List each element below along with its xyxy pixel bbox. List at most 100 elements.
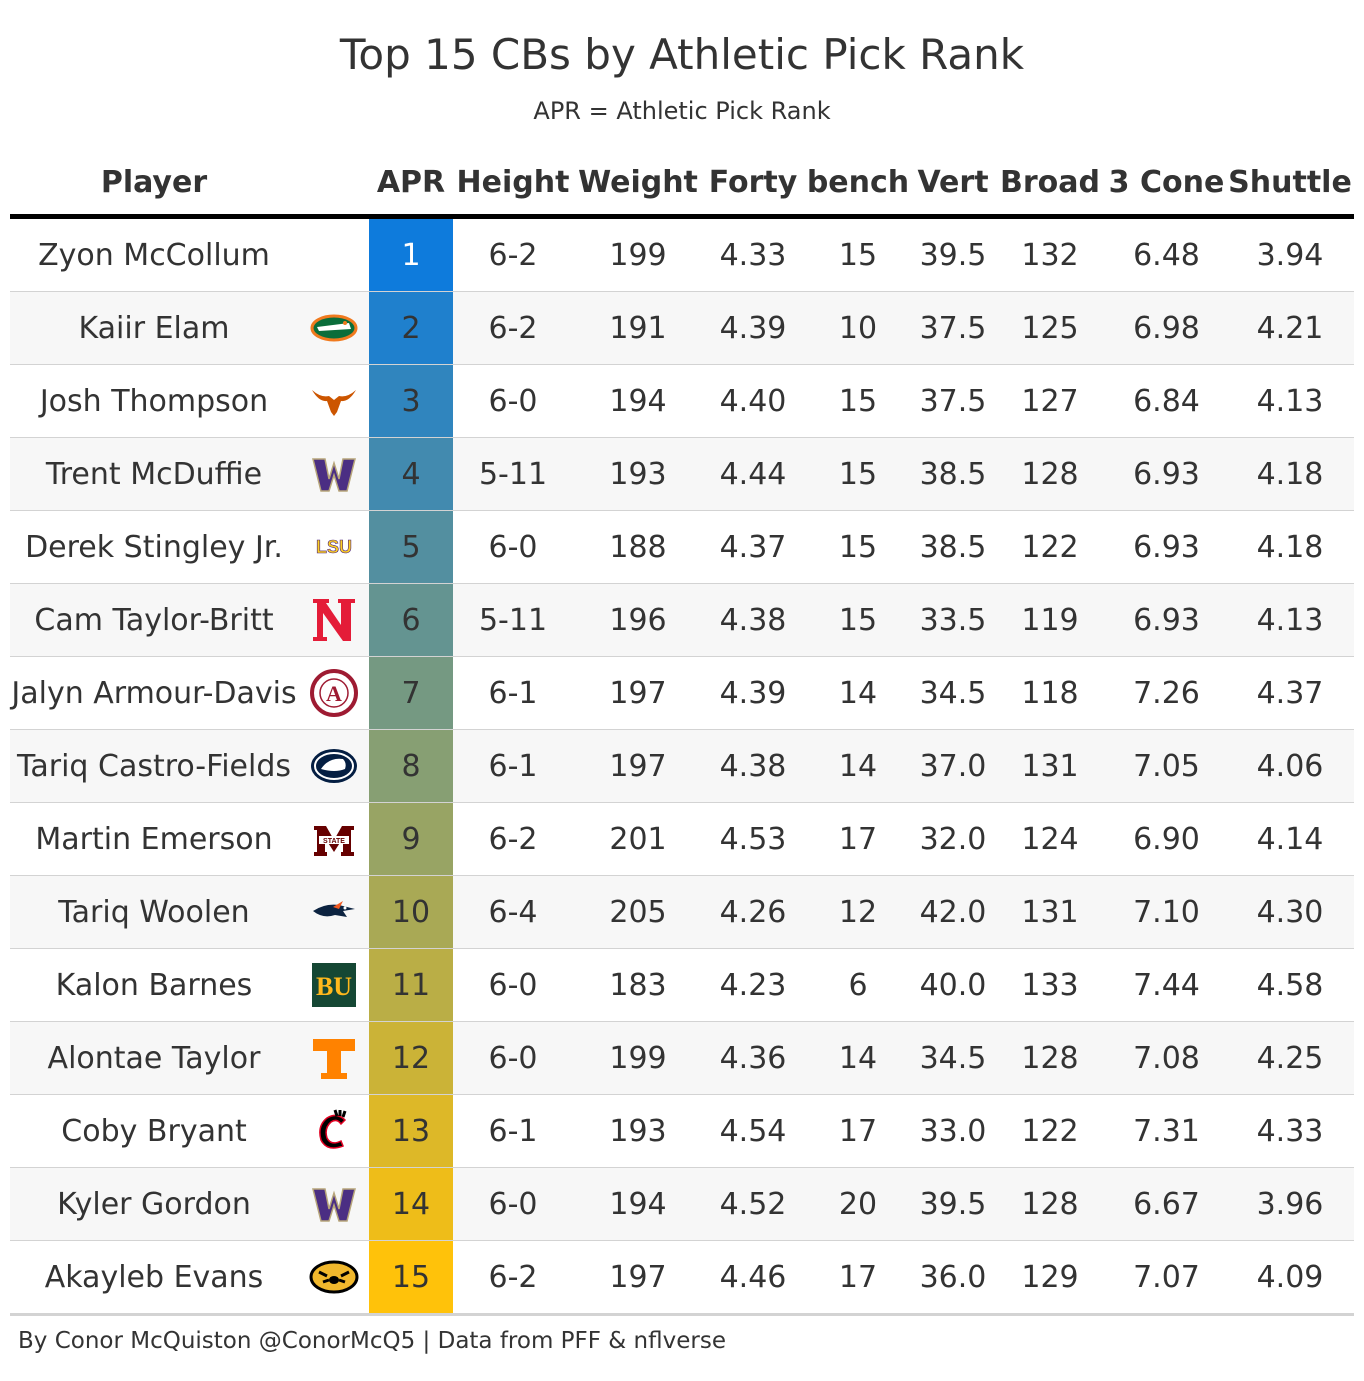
player-cell: Cam Taylor-Britt [10, 583, 298, 657]
svg-text:A: A [326, 681, 342, 706]
height-cell: 6-1 [453, 656, 573, 730]
chart-subtitle: APR = Athletic Pick Rank [533, 97, 831, 125]
bench-cell: 17 [803, 1240, 913, 1316]
broad-cell: 124 [993, 802, 1107, 876]
vert-cell: 37.5 [913, 364, 993, 438]
broad-cell: 129 [993, 1240, 1107, 1316]
weight-cell: 194 [573, 1167, 703, 1241]
weight-cell: 191 [573, 291, 703, 365]
header-player: Player [10, 150, 298, 219]
header-apr: APR [369, 150, 453, 219]
logo-cell [298, 1240, 369, 1316]
table-row: Trent McDuffie 4 5-11 193 4.44 15 38.5 128 6.93 4… [10, 437, 1354, 511]
height-cell: 5-11 [453, 583, 573, 657]
bench-cell: 15 [803, 583, 913, 657]
weight-cell: 197 [573, 656, 703, 730]
height-cell: 6-1 [453, 1094, 573, 1168]
height-cell: 6-2 [453, 216, 573, 292]
apr-cell: 11 [369, 948, 453, 1022]
bench-cell: 15 [803, 216, 913, 292]
logo-cell [298, 216, 369, 292]
vert-cell: 33.5 [913, 583, 993, 657]
player-cell: Josh Thompson [10, 364, 298, 438]
vert-cell: 34.5 [913, 1021, 993, 1095]
tennessee-t-icon [312, 1039, 355, 1079]
height-cell: 6-2 [453, 1240, 573, 1316]
player-cell: Zyon McCollum [10, 216, 298, 292]
bench-cell: 14 [803, 729, 913, 803]
nebraska-n-icon [312, 599, 355, 641]
shuttle-cell: 4.25 [1226, 1021, 1354, 1095]
logo-cell [298, 583, 369, 657]
svg-text:BU: BU [315, 972, 351, 1001]
player-cell: Tariq Castro-Fields [10, 729, 298, 803]
weight-cell: 194 [573, 364, 703, 438]
forty-cell: 4.39 [703, 291, 803, 365]
broad-cell: 132 [993, 216, 1107, 292]
cone-cell: 7.10 [1107, 875, 1226, 949]
forty-cell: 4.26 [703, 875, 803, 949]
bench-cell: 15 [803, 437, 913, 511]
apr-cell: 13 [369, 1094, 453, 1168]
cone-cell: 7.31 [1107, 1094, 1226, 1168]
forty-cell: 4.53 [703, 802, 803, 876]
table-row: Kalon Barnes BU 11 6-0 183 4.23 6 40.0 133 7.44 4.… [10, 948, 1354, 1022]
vert-cell: 39.5 [913, 1167, 993, 1241]
logo-cell: LSU [298, 510, 369, 584]
cone-cell: 6.67 [1107, 1167, 1226, 1241]
weight-cell: 193 [573, 1094, 703, 1168]
cone-cell: 7.05 [1107, 729, 1226, 803]
vert-cell: 38.5 [913, 510, 993, 584]
header-height: Height [453, 150, 573, 219]
forty-cell: 4.54 [703, 1094, 803, 1168]
forty-cell: 4.33 [703, 216, 803, 292]
table-row: Derek Stingley Jr. LSU 5 6-0 188 4.37 15 38.5 12… [10, 510, 1354, 584]
height-cell: 6-2 [453, 802, 573, 876]
logo-cell [298, 364, 369, 438]
logo-cell [298, 1094, 369, 1168]
header-bench: bench [803, 150, 913, 219]
mississippi-state-m-icon: STATE [313, 826, 354, 856]
vert-cell: 38.5 [913, 437, 993, 511]
forty-cell: 4.23 [703, 948, 803, 1022]
player-cell: Coby Bryant [10, 1094, 298, 1168]
table-row: Cam Taylor-Britt 6 5-11 196 4.38 15 33.5 119 6.9… [10, 583, 1354, 657]
vert-cell: 36.0 [913, 1240, 993, 1316]
broad-cell: 131 [993, 729, 1107, 803]
weight-cell: 196 [573, 583, 703, 657]
cone-cell: 7.26 [1107, 656, 1226, 730]
apr-cell: 1 [369, 216, 453, 292]
longhorn-icon [311, 390, 356, 416]
height-cell: 6-1 [453, 729, 573, 803]
table-row: Tariq Woolen 10 6-4 205 4.26 12 42.0 131 7.10 4.3… [10, 875, 1354, 949]
logo-cell [298, 729, 369, 803]
broad-cell: 128 [993, 437, 1107, 511]
weight-cell: 183 [573, 948, 703, 1022]
logo-cell [298, 437, 369, 511]
broad-cell: 118 [993, 656, 1107, 730]
apr-cell: 7 [369, 656, 453, 730]
vert-cell: 42.0 [913, 875, 993, 949]
bench-cell: 6 [803, 948, 913, 1022]
cone-cell: 7.08 [1107, 1021, 1226, 1095]
player-cell: Alontae Taylor [10, 1021, 298, 1095]
logo-cell [298, 1167, 369, 1241]
table-row: Zyon McCollum 1 6-2 199 4.33 15 39.5 132 6.48 3.9… [10, 216, 1354, 292]
apr-cell: 2 [369, 291, 453, 365]
player-cell: Kyler Gordon [10, 1167, 298, 1241]
weight-cell: 199 [573, 216, 703, 292]
cone-cell: 6.98 [1107, 291, 1226, 365]
weight-cell: 201 [573, 802, 703, 876]
vert-cell: 33.0 [913, 1094, 993, 1168]
logo-cell [298, 291, 369, 365]
header-broad: Broad [993, 150, 1107, 219]
bench-cell: 15 [803, 510, 913, 584]
shuttle-cell: 4.13 [1226, 583, 1354, 657]
table-row: Kaiir Elam 2 6-2 191 4.39 10 37.5 125 6.98 4.21 [10, 291, 1354, 365]
cone-cell: 6.93 [1107, 437, 1226, 511]
apr-cell: 8 [369, 729, 453, 803]
height-cell: 6-0 [453, 510, 573, 584]
header-logo [298, 150, 369, 219]
weight-cell: 205 [573, 875, 703, 949]
bench-cell: 12 [803, 875, 913, 949]
